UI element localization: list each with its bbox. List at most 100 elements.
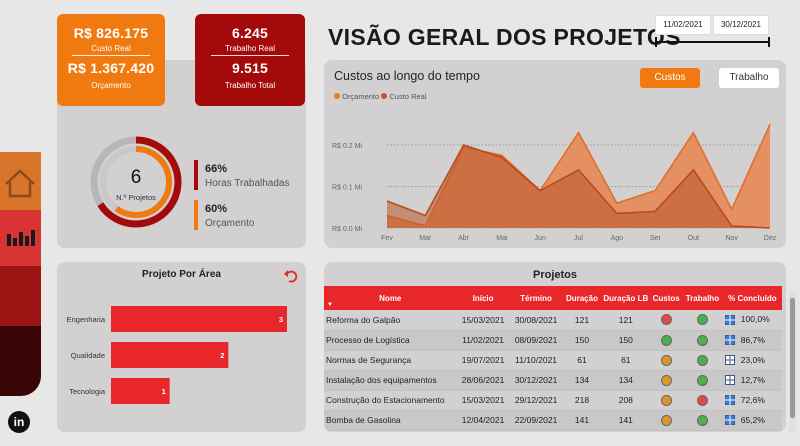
col-duracao-lb[interactable]: Duração LB <box>601 286 651 310</box>
cell-concluido: 12,7% <box>722 370 782 391</box>
sidebar-home-button[interactable] <box>0 152 41 210</box>
x-tick-label: Dez <box>764 235 777 242</box>
progress-grid-icon <box>724 315 735 326</box>
cell-duracao: 121 <box>562 310 602 331</box>
cell-trabalho <box>682 310 723 331</box>
cost-card: R$ 826.175 Custo Real R$ 1.367.420 Orçam… <box>57 14 165 106</box>
date-start-input[interactable]: 11/02/2021 <box>655 15 711 35</box>
table-title: Projetos <box>532 269 577 281</box>
cell-trabalho <box>682 390 723 411</box>
linkedin-icon[interactable]: in <box>8 411 30 433</box>
cell-duracao: 150 <box>562 330 602 351</box>
cell-inicio: 15/03/2021 <box>456 390 510 411</box>
concluido-value: 12,7% <box>740 374 765 385</box>
projects-table: Nome ▼ Início Término Duração Duração LB … <box>324 286 782 431</box>
custos-status-icon <box>660 314 672 326</box>
cell-inicio: 28/06/2021 <box>456 370 510 391</box>
custos-status-icon <box>660 374 672 386</box>
cell-trabalho <box>682 410 723 431</box>
trabalho-status-icon <box>696 334 708 346</box>
progress-grid-icon <box>724 415 735 426</box>
custos-status-icon <box>660 334 672 346</box>
cell-duracao: 141 <box>562 410 602 431</box>
bar[interactable] <box>111 378 170 404</box>
col-duracao[interactable]: Duração <box>562 286 602 310</box>
cell-duracao: 134 <box>562 370 602 391</box>
x-tick-label: Jul <box>574 235 583 242</box>
work-card: 6.245 Trabalho Real 9.515 Trabalho Total <box>195 14 305 106</box>
trabalho-status-icon <box>696 314 708 326</box>
col-nome[interactable]: Nome ▼ <box>324 286 457 310</box>
progress-grid-icon <box>724 395 735 406</box>
cell-duracao: 218 <box>562 390 602 411</box>
home-icon <box>5 169 35 198</box>
date-end-input[interactable]: 30/12/2021 <box>713 15 769 35</box>
table-scrollbar[interactable] <box>789 290 796 432</box>
cell-custos <box>650 390 683 411</box>
custos-toggle-button[interactable]: Custos <box>640 68 700 88</box>
table-row[interactable]: Bomba de Gasolina 12/04/2021 22/09/2021 141… <box>324 410 782 431</box>
cell-nome: Normas de Segurança <box>324 350 457 371</box>
orcamento-label: Orçamento <box>91 81 131 90</box>
trabalho-status-icon <box>696 394 708 406</box>
y-tick-label: R$ 0.2 Mi <box>332 143 362 150</box>
cell-concluido: 65,2% <box>722 410 782 431</box>
bar[interactable] <box>111 306 287 332</box>
scrollbar-thumb[interactable] <box>790 298 795 418</box>
cell-inicio: 15/03/2021 <box>456 310 510 331</box>
concluido-value: 72,6% <box>740 394 765 405</box>
trabalho-toggle-button[interactable]: Trabalho <box>719 68 779 88</box>
cell-termino: 11/10/2021 <box>509 350 563 371</box>
cell-custos <box>650 410 683 431</box>
sidebar-dashboard-button[interactable] <box>0 210 41 266</box>
back-arrow-icon[interactable] <box>283 268 299 284</box>
trabalho-total-label: Trabalho Total <box>224 81 276 90</box>
trabalho-status-icon <box>696 374 708 386</box>
y-tick-label: R$ 0.1 Mi <box>332 185 362 192</box>
horas-label: Horas Trabalhadas <box>205 178 290 189</box>
date-slider-handle-end[interactable] <box>768 37 770 47</box>
table-row[interactable]: Construção do Estacionamento 15/03/2021 29… <box>324 390 782 411</box>
series-area-1 <box>387 145 770 228</box>
y-tick-label: R$ 0.0 Mi <box>332 226 362 233</box>
bar[interactable] <box>111 342 229 368</box>
projects-donut <box>90 136 182 228</box>
col-termino[interactable]: Término <box>509 286 563 310</box>
col-trabalho[interactable]: Trabalho <box>682 286 723 310</box>
projects-table-panel: Projetos Nome ▼ Início Término Duração Du… <box>324 262 786 432</box>
table-row[interactable]: Normas de Segurança 19/07/2021 11/10/2021 6… <box>324 350 782 371</box>
cell-inicio: 11/02/2021 <box>456 330 510 351</box>
progress-grid-icon <box>724 335 735 346</box>
bar-value-label: 1 <box>162 387 166 396</box>
cell-concluido: 86,7% <box>722 330 782 351</box>
x-tick-label: Mar <box>419 235 432 242</box>
horas-pct: 66% <box>205 163 228 175</box>
col-concluido[interactable]: % Concluído <box>722 286 782 310</box>
cell-nome: Construção do Estacionamento <box>324 390 457 411</box>
date-slider-track[interactable] <box>656 41 770 43</box>
cell-nome: Bomba de Gasolina <box>324 410 457 431</box>
orcamento-indicator <box>194 200 198 230</box>
bar-category-label: Engenharia <box>67 315 106 324</box>
cost-chart-legend: Orçamento Custo Real <box>334 92 427 101</box>
projects-count-label: N.º Projetos <box>116 193 156 202</box>
table-row[interactable]: Reforma do Galpão 15/03/2021 30/08/2021 121… <box>324 310 782 331</box>
table-row[interactable]: Instalação dos equipamentos 28/06/2021 30/… <box>324 370 782 391</box>
orcamento-pct: 60% <box>205 203 228 215</box>
table-row[interactable]: Processo de Logística 11/02/2021 08/09/202… <box>324 330 782 351</box>
col-inicio[interactable]: Início <box>456 286 510 310</box>
cell-custos <box>650 370 683 391</box>
cell-termino: 30/12/2021 <box>509 370 563 391</box>
cost-area-chart: R$ 0.0 Mi R$ 0.1 Mi R$ 0.2 Mi Fev Mar Abr Mai J… <box>332 123 777 242</box>
x-tick-label: Jun <box>535 235 546 242</box>
date-slider-handle-start[interactable] <box>655 37 657 47</box>
custos-status-icon <box>660 394 672 406</box>
cell-trabalho <box>682 330 723 351</box>
orcamento-ring <box>100 146 172 218</box>
sort-icon[interactable]: ▼ <box>327 302 333 308</box>
cell-nome: Reforma do Galpão <box>324 310 457 331</box>
trabalho-status-icon <box>696 414 708 426</box>
trabalho-status-icon <box>696 354 708 366</box>
cost-chart-title: Custos ao longo do tempo <box>334 69 480 83</box>
col-custos[interactable]: Custos <box>650 286 683 310</box>
